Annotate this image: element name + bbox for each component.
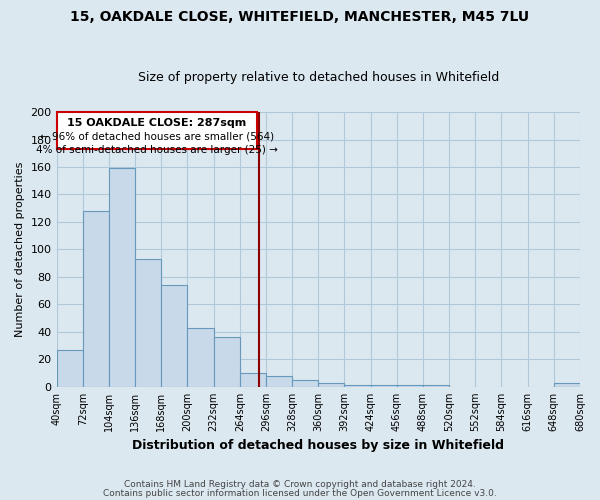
Y-axis label: Number of detached properties: Number of detached properties: [15, 162, 25, 337]
Bar: [344, 386, 371, 387]
Title: Size of property relative to detached houses in Whitefield: Size of property relative to detached ho…: [137, 72, 499, 85]
Bar: [266, 376, 292, 387]
Text: ← 96% of detached houses are smaller (564): ← 96% of detached houses are smaller (56…: [40, 132, 274, 141]
Bar: [397, 386, 423, 387]
Bar: [135, 259, 161, 387]
Bar: [240, 373, 266, 387]
Bar: [109, 168, 135, 387]
Bar: [214, 338, 240, 387]
Text: Contains HM Land Registry data © Crown copyright and database right 2024.: Contains HM Land Registry data © Crown c…: [124, 480, 476, 489]
Bar: [292, 380, 318, 387]
Bar: [554, 382, 580, 387]
Bar: [56, 350, 83, 387]
Bar: [83, 211, 109, 387]
Bar: [187, 328, 214, 387]
Text: 4% of semi-detached houses are larger (25) →: 4% of semi-detached houses are larger (2…: [36, 145, 278, 155]
Text: 15, OAKDALE CLOSE, WHITEFIELD, MANCHESTER, M45 7LU: 15, OAKDALE CLOSE, WHITEFIELD, MANCHESTE…: [70, 10, 530, 24]
Text: 15 OAKDALE CLOSE: 287sqm: 15 OAKDALE CLOSE: 287sqm: [67, 118, 247, 128]
Bar: [371, 386, 397, 387]
Bar: [161, 285, 187, 387]
Bar: [423, 386, 449, 387]
Bar: [56, 112, 257, 149]
Bar: [318, 382, 344, 387]
X-axis label: Distribution of detached houses by size in Whitefield: Distribution of detached houses by size …: [132, 440, 504, 452]
Text: Contains public sector information licensed under the Open Government Licence v3: Contains public sector information licen…: [103, 490, 497, 498]
